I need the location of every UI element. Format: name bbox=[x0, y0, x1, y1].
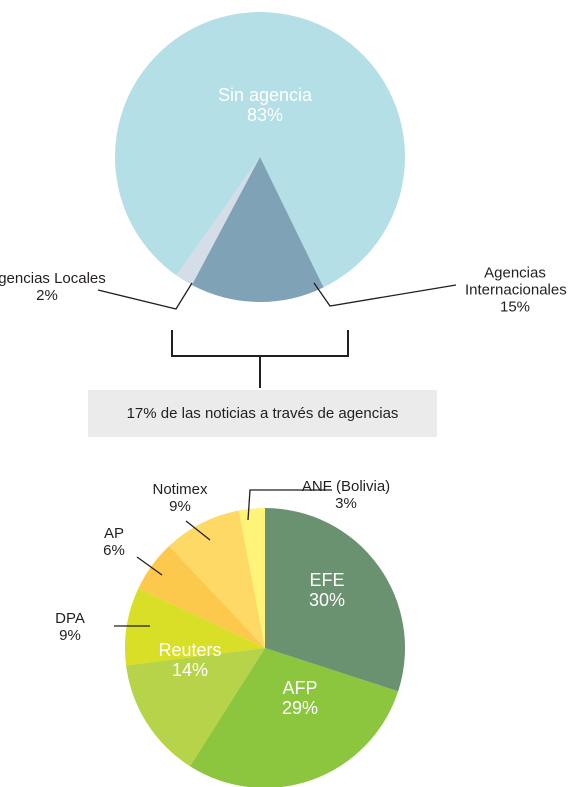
slice-label: EFE 30% bbox=[272, 570, 382, 610]
value-label: 9% bbox=[169, 498, 191, 515]
leader-line bbox=[97, 282, 193, 310]
slice-label: Reuters 14% bbox=[135, 640, 245, 680]
pie-slice bbox=[176, 157, 260, 286]
pie-slice bbox=[114, 12, 405, 288]
pie-slice bbox=[238, 508, 265, 648]
category: ANF (Bolivia) bbox=[301, 478, 391, 495]
slice-label: AP 6% bbox=[49, 525, 179, 559]
leader-line bbox=[313, 282, 457, 307]
value-label: 6% bbox=[103, 542, 125, 559]
value-label: 83% bbox=[246, 105, 284, 125]
value-label: 2% bbox=[36, 287, 58, 304]
pie-slice bbox=[126, 648, 265, 767]
leader-lines bbox=[97, 282, 457, 627]
category: AP bbox=[103, 525, 124, 542]
pie-slice bbox=[138, 545, 265, 648]
slice-label: Notimex 9% bbox=[115, 481, 245, 515]
annotation: 17% de las noticias a través de agencias bbox=[88, 390, 437, 437]
value-label: 30% bbox=[308, 590, 346, 610]
slice-label: Sin agencia 83% bbox=[210, 85, 320, 125]
value-label: 15% bbox=[499, 298, 531, 316]
value-label: 29% bbox=[281, 698, 319, 718]
value-label: 3% bbox=[335, 495, 357, 512]
category: AFP bbox=[282, 678, 318, 698]
slice-label: DPA 9% bbox=[5, 610, 135, 644]
value-label: 14% bbox=[171, 660, 209, 680]
leader-line bbox=[247, 489, 332, 521]
category: Sin agencia bbox=[217, 85, 313, 105]
leader-line bbox=[185, 520, 211, 541]
value-label: 9% bbox=[59, 627, 81, 644]
slice-label: AFP 29% bbox=[245, 678, 355, 718]
category: DPA bbox=[55, 610, 85, 627]
pie-slice bbox=[169, 510, 265, 648]
category: Reuters bbox=[158, 640, 222, 660]
category: Notimex bbox=[152, 481, 208, 498]
pie-slice bbox=[125, 588, 265, 666]
leader-line bbox=[136, 556, 163, 576]
slice-label: ANF (Bolivia) 3% bbox=[281, 478, 411, 512]
pie-slice bbox=[191, 157, 324, 303]
category: Agencias Internacionales bbox=[465, 264, 567, 299]
pie-slice bbox=[265, 508, 406, 692]
pie-slice bbox=[189, 648, 399, 787]
category: EFE bbox=[309, 570, 345, 590]
bracket bbox=[171, 330, 349, 357]
slice-label: Agencias Internacionales 15% bbox=[465, 264, 567, 316]
category: Agencias Locales bbox=[0, 270, 106, 287]
